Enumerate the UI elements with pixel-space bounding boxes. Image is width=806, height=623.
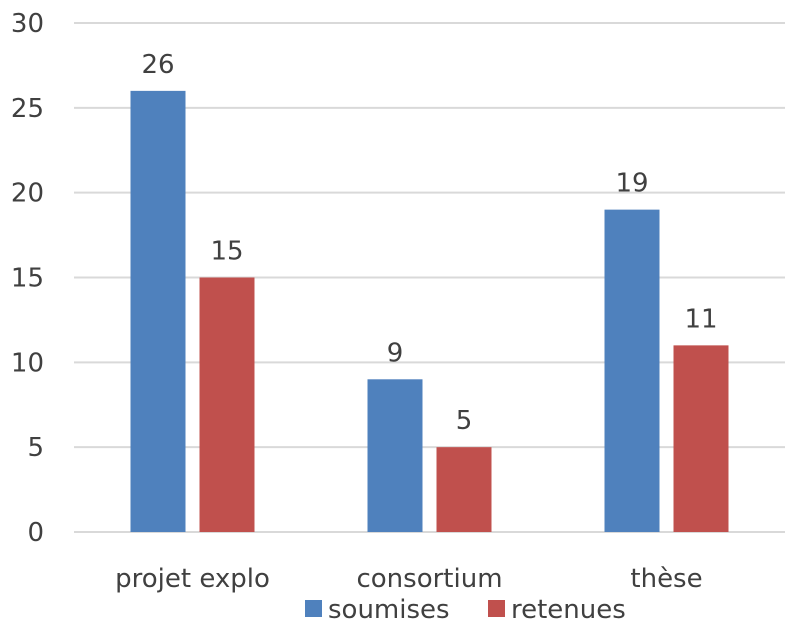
data-label-retenues-0: 15 (210, 237, 243, 267)
data-label-soumises-2: 19 (615, 169, 648, 199)
y-tick-label-25: 25 (11, 94, 44, 124)
y-axis-tick-labels: 0 5 10 15 20 25 30 (11, 9, 44, 548)
data-label-soumises-0: 26 (141, 50, 174, 80)
legend-swatch-retenues (488, 600, 505, 617)
bar-retenues-2 (673, 345, 729, 532)
y-tick-label-0: 0 (27, 518, 44, 548)
bar-retenues-0 (199, 277, 255, 532)
data-labels: 26 15 9 5 19 11 (141, 50, 717, 436)
legend-label-retenues: retenues (511, 595, 626, 623)
bar-soumises-2 (604, 209, 660, 532)
y-tick-label-5: 5 (27, 433, 44, 463)
legend-swatch-soumises (305, 600, 322, 617)
legend-label-soumises: soumises (328, 595, 450, 623)
data-label-retenues-1: 5 (456, 406, 473, 436)
bars (130, 90, 729, 532)
y-tick-label-15: 15 (11, 264, 44, 294)
bar-soumises-0 (130, 90, 186, 532)
bar-retenues-1 (436, 447, 492, 532)
x-axis-category-labels: projet explo consortium thèse (115, 564, 703, 594)
legend: soumises retenues (305, 595, 626, 623)
category-label-0: projet explo (115, 564, 270, 594)
category-label-2: thèse (630, 564, 702, 594)
bar-soumises-1 (367, 379, 423, 532)
y-tick-label-20: 20 (11, 179, 44, 209)
category-label-1: consortium (356, 564, 502, 594)
data-label-soumises-1: 9 (387, 338, 404, 368)
data-label-retenues-2: 11 (684, 304, 717, 334)
gridlines (74, 22, 785, 533)
y-tick-label-30: 30 (11, 9, 44, 39)
y-tick-label-10: 10 (11, 348, 44, 378)
